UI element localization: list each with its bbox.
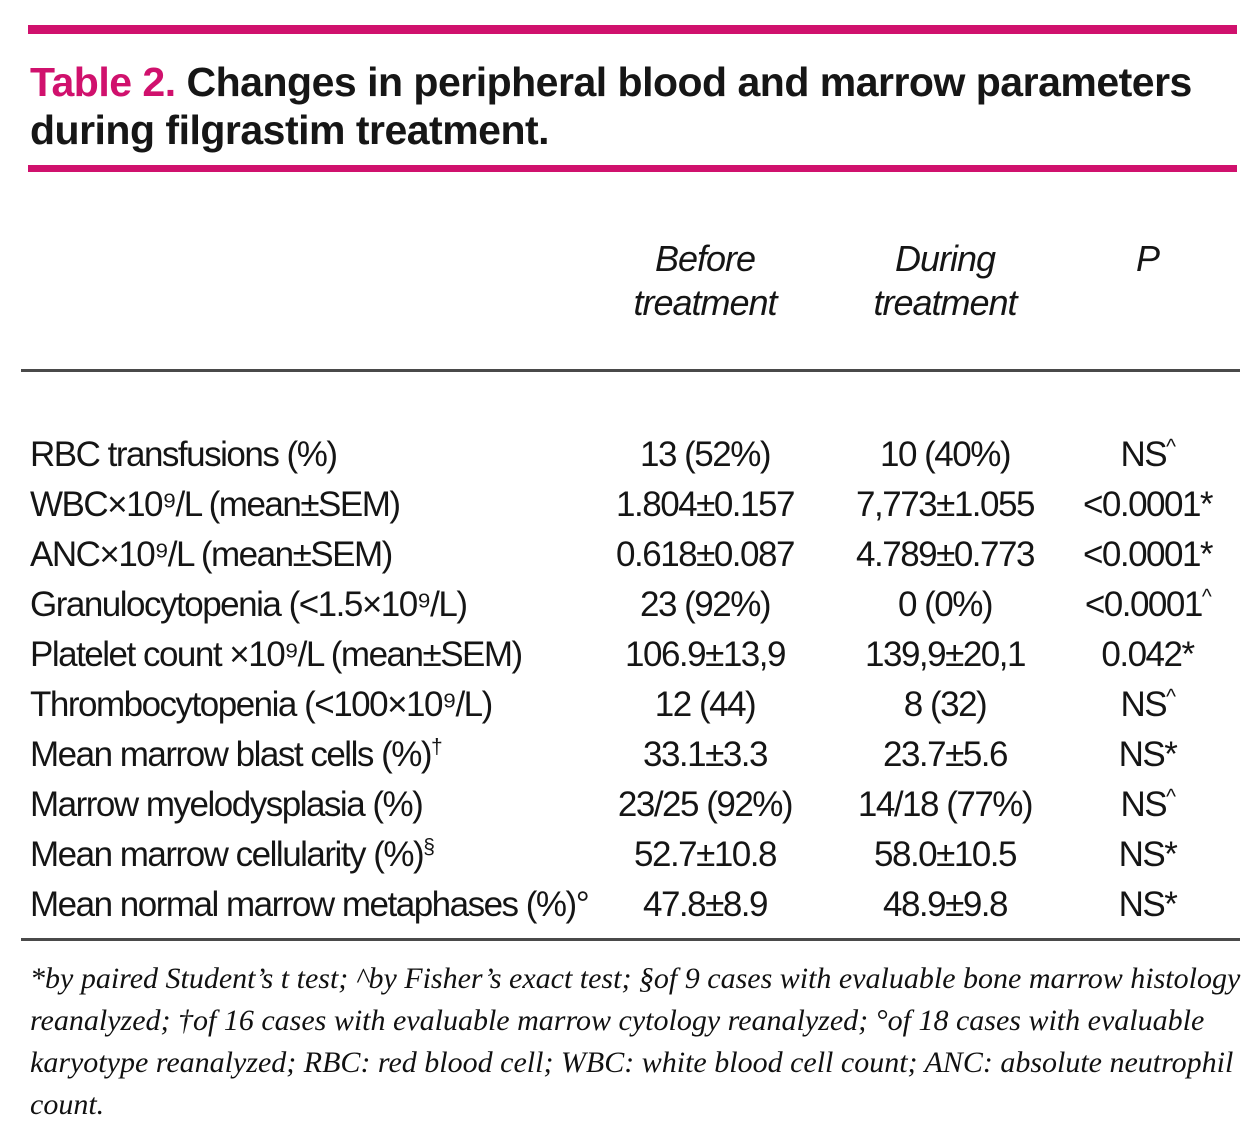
- row-before-value: 1.804±0.157: [616, 485, 795, 524]
- row-parameter-text: RBC transfusions (%): [30, 435, 338, 474]
- row-p-value: NS*: [1055, 735, 1240, 775]
- header-p-value: P: [1135, 238, 1160, 279]
- row-p-text: NS*: [1118, 885, 1178, 924]
- row-before-value: 0.618±0.087: [616, 535, 795, 574]
- row-parameter-footnote-mark: †: [431, 735, 443, 759]
- row-p-text: NS*: [1118, 835, 1178, 874]
- row-p-value: NS*: [1055, 885, 1240, 925]
- row-p-footnote-mark: ^: [1166, 785, 1176, 809]
- row-during-value: 0 (0%): [897, 585, 994, 624]
- row-before-value: 106.9±13,9: [625, 635, 786, 674]
- row-during-value: 48.9±9.8: [883, 885, 1008, 924]
- row-parameter-text: Mean marrow cellularity (%): [30, 835, 425, 874]
- row-p-text: NS: [1120, 435, 1168, 474]
- row-before-value: 23/25 (92%): [617, 785, 794, 824]
- row-parameter-text: ANC×10⁹/L (mean±SEM): [30, 535, 393, 574]
- table-row: Mean normal marrow metaphases (%)° 47.8±…: [0, 880, 1260, 930]
- row-parameter-text: Mean marrow blast cells (%): [30, 735, 433, 774]
- row-p-value: <0.0001*: [1055, 485, 1240, 525]
- row-p-text: 0.042*: [1101, 635, 1195, 674]
- row-p-value: NS^: [1055, 685, 1240, 725]
- row-parameter-label: WBC×10⁹/L (mean±SEM): [30, 485, 575, 525]
- row-during-value: 7,773±1.055: [856, 485, 1035, 524]
- table-row: Mean marrow blast cells (%)† 33.1±3.3 23…: [0, 730, 1260, 780]
- table-row: Mean marrow cellularity (%)§ 52.7±10.8 5…: [0, 830, 1260, 880]
- row-before-value: 12 (44): [654, 685, 757, 724]
- row-parameter-text: Platelet count ×10⁹/L (mean±SEM): [30, 635, 523, 674]
- row-parameter-label: Mean marrow cellularity (%)§: [30, 835, 575, 875]
- table-row: Thrombocytopenia (<100×10⁹/L) 12 (44) 8 …: [0, 680, 1260, 730]
- row-parameter-text: WBC×10⁹/L (mean±SEM): [30, 485, 401, 524]
- row-p-footnote-mark: ^: [1166, 435, 1176, 459]
- row-parameter-footnote-mark: §: [423, 835, 435, 859]
- row-parameter-label: Platelet count ×10⁹/L (mean±SEM): [30, 635, 575, 675]
- header-parameter-spacer: [0, 237, 575, 325]
- row-during-value: 4.789±0.773: [856, 535, 1035, 574]
- row-parameter-label: Mean marrow blast cells (%)†: [30, 735, 575, 775]
- row-parameter-label: ANC×10⁹/L (mean±SEM): [30, 535, 575, 575]
- row-before-value: 33.1±3.3: [643, 735, 768, 774]
- row-during-value: 10 (40%): [879, 435, 1012, 474]
- row-p-text: <0.0001*: [1082, 485, 1214, 524]
- row-during-value: 14/18 (77%): [857, 785, 1034, 824]
- row-parameter-text: Mean normal marrow metaphases (%)°: [30, 885, 590, 924]
- row-p-text: <0.0001*: [1082, 535, 1214, 574]
- header-before-treatment: Before treatment: [633, 238, 777, 323]
- row-p-value: <0.0001*: [1055, 535, 1240, 575]
- row-p-text: NS: [1120, 685, 1168, 724]
- table-title: Table 2. Changes in peripheral blood and…: [30, 58, 1242, 154]
- row-parameter-label: Thrombocytopenia (<100×10⁹/L): [30, 685, 575, 725]
- table-row: WBC×10⁹/L (mean±SEM) 1.804±0.157 7,773±1…: [0, 480, 1260, 530]
- table-title-text: Changes in peripheral blood and marrow p…: [30, 59, 1192, 153]
- row-p-value: NS^: [1055, 785, 1240, 825]
- row-before-value: 47.8±8.9: [643, 885, 768, 924]
- row-p-text: <0.0001: [1084, 585, 1204, 624]
- row-parameter-text: Marrow myelodysplasia (%): [30, 785, 424, 824]
- row-before-value: 23 (92%): [639, 585, 772, 624]
- top-accent-rule: [28, 25, 1237, 34]
- row-p-footnote-mark: ^: [1166, 685, 1176, 709]
- row-p-value: NS^: [1055, 435, 1240, 475]
- row-parameter-text: Thrombocytopenia (<100×10⁹/L): [30, 685, 493, 724]
- row-p-footnote-mark: ^: [1201, 585, 1212, 609]
- row-during-value: 23.7±5.6: [883, 735, 1008, 774]
- table-row: Marrow myelodysplasia (%) 23/25 (92%) 14…: [0, 780, 1260, 830]
- row-parameter-label: Mean normal marrow metaphases (%)°: [30, 885, 590, 925]
- row-p-text: NS*: [1118, 735, 1178, 774]
- row-p-value: <0.0001^: [1055, 585, 1240, 625]
- table-footnote: *by paired Student’s t test; ^by Fisher’…: [30, 962, 1241, 1121]
- header-divider-rule: [21, 369, 1240, 372]
- row-p-value: NS*: [1055, 835, 1240, 875]
- row-before-value: 13 (52%): [639, 435, 772, 474]
- row-during-value: 8 (32): [903, 685, 988, 724]
- row-parameter-label: Marrow myelodysplasia (%): [30, 785, 575, 825]
- table-number-label: Table 2.: [30, 59, 176, 105]
- row-p-value: 0.042*: [1055, 635, 1240, 675]
- table-row: ANC×10⁹/L (mean±SEM) 0.618±0.087 4.789±0…: [0, 530, 1260, 580]
- row-during-value: 139,9±20,1: [865, 635, 1026, 674]
- title-accent-rule: [28, 165, 1237, 172]
- footnote-divider-rule: [21, 938, 1240, 941]
- table-row: Granulocytopenia (<1.5×10⁹/L) 23 (92%) 0…: [0, 580, 1260, 630]
- row-p-text: NS: [1120, 785, 1168, 824]
- header-during-treatment: During treatment: [873, 238, 1017, 323]
- row-parameter-label: Granulocytopenia (<1.5×10⁹/L): [30, 585, 575, 625]
- row-during-value: 58.0±10.5: [874, 835, 1017, 874]
- table-header-row: Before treatment During treatment P: [0, 237, 1260, 325]
- row-parameter-text: Granulocytopenia (<1.5×10⁹/L): [30, 585, 468, 624]
- table-row: Platelet count ×10⁹/L (mean±SEM) 106.9±1…: [0, 630, 1260, 680]
- row-parameter-label: RBC transfusions (%): [30, 435, 575, 475]
- table-row: RBC transfusions (%) 13 (52%) 10 (40%) N…: [0, 430, 1260, 480]
- row-before-value: 52.7±10.8: [634, 835, 777, 874]
- table-body: RBC transfusions (%) 13 (52%) 10 (40%) N…: [0, 430, 1260, 930]
